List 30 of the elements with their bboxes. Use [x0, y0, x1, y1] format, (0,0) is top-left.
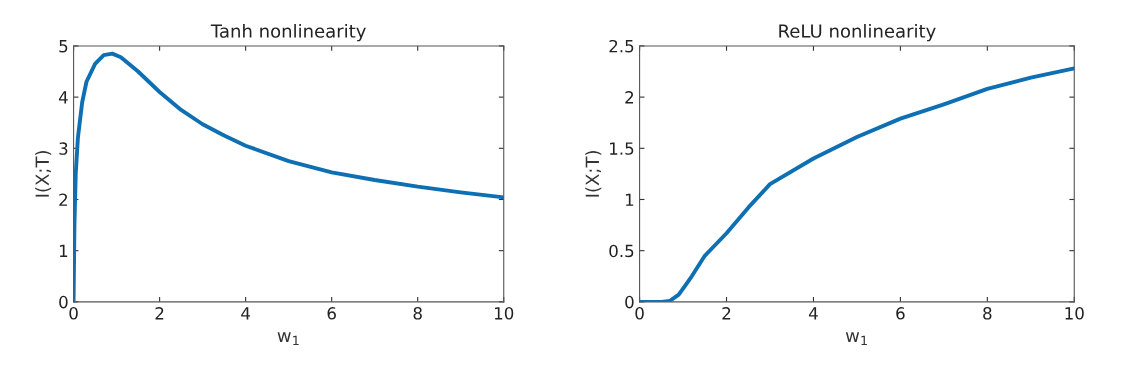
y-tick-label: 3: [59, 142, 68, 155]
y-tick-label: 2: [59, 193, 68, 206]
y-tick-label: 1.5: [610, 142, 634, 155]
x-tick-label: 6: [327, 307, 336, 320]
x-tick-label: 10: [1065, 307, 1084, 320]
x-tick-label: 2: [722, 307, 731, 320]
x-tick-label: 6: [896, 307, 905, 320]
y-tick-label: 0: [625, 295, 634, 309]
x-axis-title: w$_{1}$: [845, 332, 867, 346]
chart-title: ReLU nonlinearity: [779, 23, 936, 42]
x-tick-label: 0: [69, 307, 78, 320]
x-tick-label: 0: [635, 307, 644, 320]
x-tick-label: 8: [983, 307, 992, 320]
x-tick-label: 4: [241, 307, 251, 320]
y-tick-label: 0: [59, 295, 68, 309]
x-tick-label: 4: [808, 307, 818, 320]
x-tick-label: 10: [494, 307, 514, 320]
y-tick-label: 1: [59, 244, 68, 257]
y-axis-title: I(X;T): [585, 151, 602, 197]
y-tick-label: 0.5: [609, 244, 634, 258]
y-tick-label: 2: [625, 91, 634, 104]
x-tick-label: 2: [155, 307, 164, 320]
chart-title: Tanh nonlinearity: [210, 23, 366, 42]
y-tick-label: 5: [59, 40, 68, 53]
y-tick-label: 4: [58, 91, 68, 104]
x-axis-title: w$_{1}$: [277, 332, 299, 346]
x-tick-label: 8: [413, 307, 422, 320]
y-axis-title: I(X;T): [35, 151, 52, 197]
y-tick-label: 1: [625, 193, 634, 206]
y-tick-label: 2.5: [609, 39, 634, 53]
